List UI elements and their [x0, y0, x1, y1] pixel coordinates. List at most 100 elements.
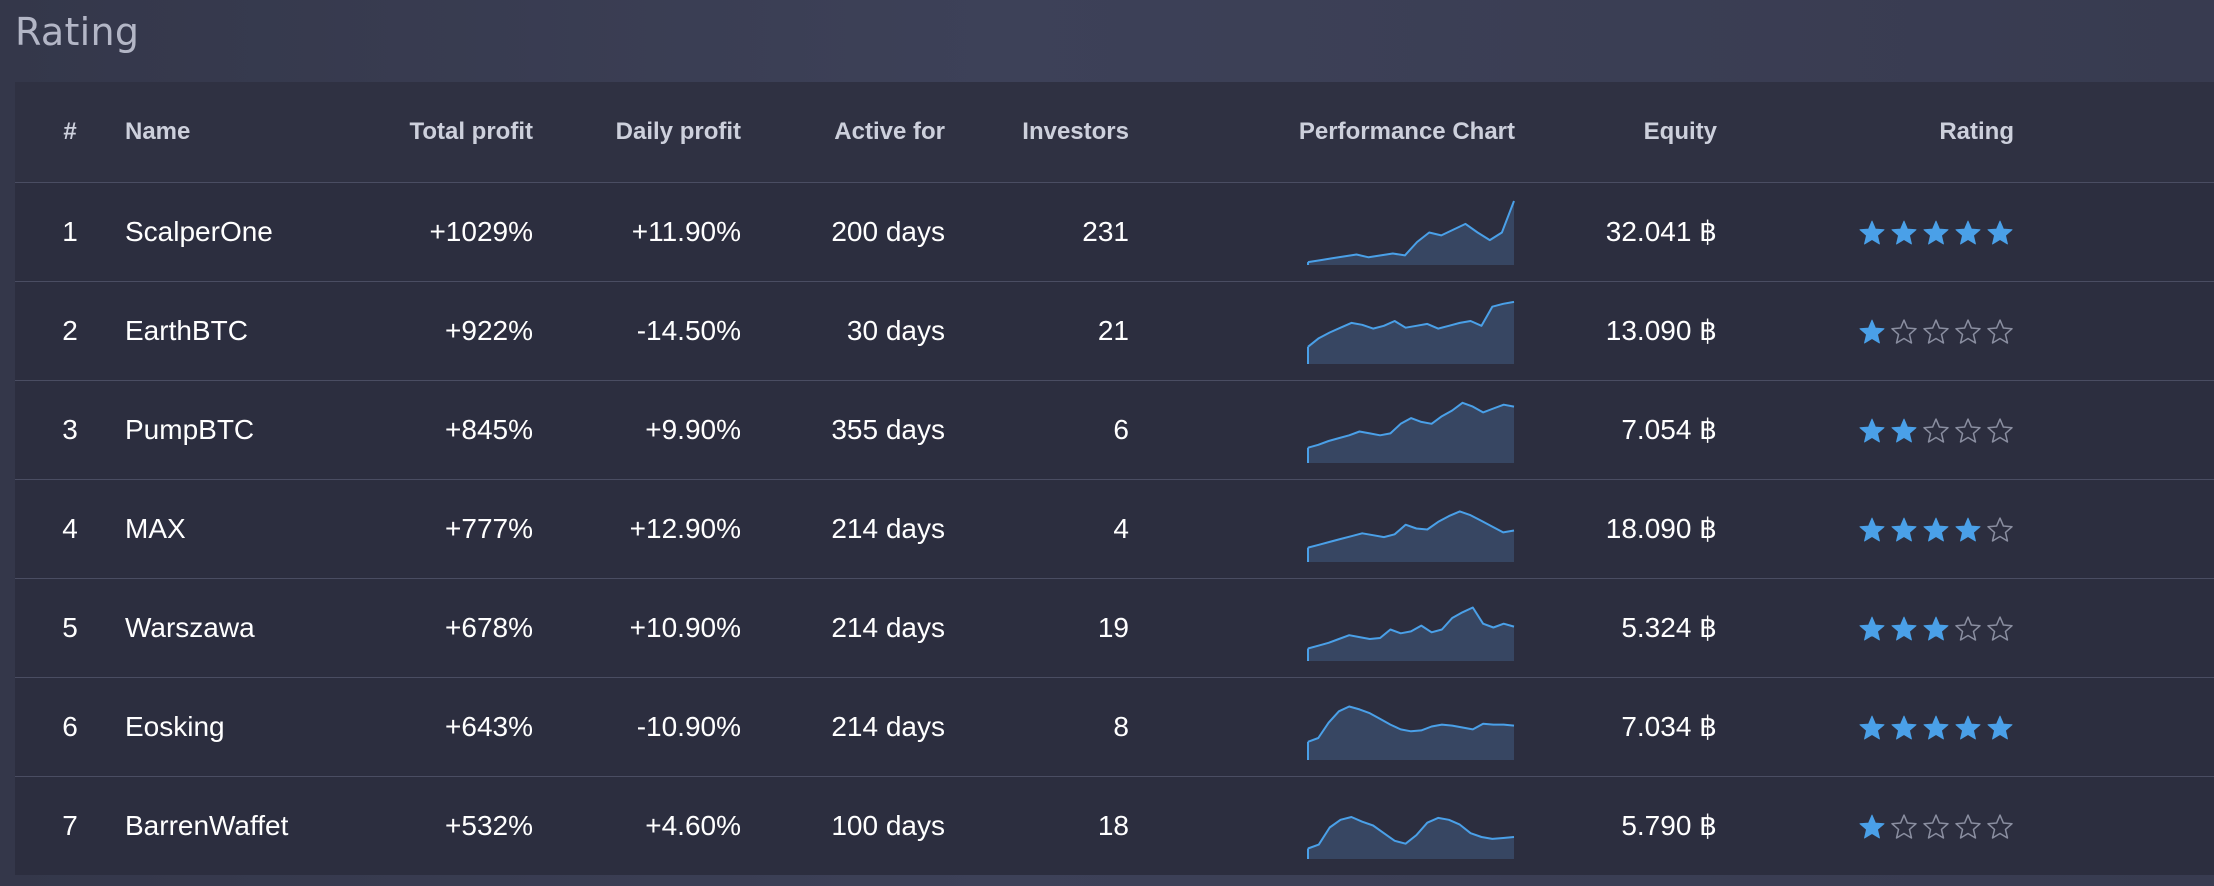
star-empty-icon [1987, 319, 2013, 344]
equity-value: 7.054 ฿ [1621, 414, 1717, 445]
star-filled-icon [1955, 715, 1981, 740]
star-filled-icon [1859, 319, 1885, 344]
star-filled-icon [1923, 517, 1949, 542]
star-filled-icon [1891, 418, 1917, 443]
equity-value: 13.090 ฿ [1605, 315, 1717, 346]
daily-profit: +10.90% [629, 611, 741, 643]
daily-profit: -14.50% [636, 314, 741, 346]
sparkline-line [1307, 300, 1515, 348]
total-profit: +845% [445, 413, 533, 445]
rank-cell: 6 [62, 710, 78, 742]
sparkline-svg [1307, 509, 1515, 562]
investors-count: 6 [1113, 413, 1129, 445]
star-filled-icon [1859, 418, 1885, 443]
star-empty-icon [1987, 616, 2013, 641]
trader-name[interactable]: BarrenWaffet [125, 809, 289, 841]
star-rating [1858, 318, 2014, 346]
star-filled-icon [1923, 715, 1949, 740]
star-rating [1858, 417, 2014, 445]
sparkline-area [1308, 706, 1514, 760]
performance-sparkline [1307, 793, 1515, 859]
rank-cell: 1 [62, 215, 78, 247]
sparkline-svg [1307, 815, 1515, 859]
active-for: 355 days [831, 413, 945, 445]
sparkline-svg [1307, 606, 1515, 661]
investors-count: 18 [1097, 809, 1129, 841]
investors-count: 4 [1113, 512, 1129, 544]
trader-name[interactable]: PumpBTC [125, 413, 255, 445]
rating-cell [1717, 578, 2014, 677]
table-row[interactable]: 7 BarrenWaffet +532% +4.60% 100 days 18 5.790 … [15, 776, 2214, 875]
column-header-total-profit[interactable]: Total profit [409, 117, 533, 145]
trader-name[interactable]: MAX [125, 512, 186, 544]
row-spacer [2014, 677, 2214, 776]
table-row[interactable]: 3 PumpBTC +845% +9.90% 355 days 6 7.054 ฿ [15, 380, 2214, 479]
performance-sparkline [1307, 199, 1515, 265]
star-empty-icon [1987, 517, 2013, 542]
star-empty-icon [1891, 814, 1917, 840]
sparkline-line [1307, 606, 1515, 649]
trader-name[interactable]: EarthBTC [125, 314, 248, 346]
star-empty-icon [1891, 319, 1917, 344]
row-spacer [2014, 776, 2214, 875]
star-filled-icon [1859, 220, 1885, 245]
column-header-rank[interactable]: # [63, 117, 77, 145]
equity-value: 5.324 ฿ [1621, 612, 1717, 643]
sparkline-line [1307, 815, 1515, 850]
star-empty-icon [1923, 319, 1949, 344]
column-header-performance-chart: Performance Chart [1298, 117, 1515, 145]
rating-cell [1717, 776, 2014, 875]
performance-chart-cell [1129, 380, 1515, 479]
equity-value: 18.090 ฿ [1605, 513, 1717, 544]
performance-chart-cell [1129, 677, 1515, 776]
total-profit: +532% [445, 809, 533, 841]
active-for: 30 days [846, 314, 945, 346]
total-profit: +1029% [429, 215, 533, 247]
sparkline-area [1308, 510, 1514, 562]
sparkline-area [1308, 607, 1514, 661]
investors-count: 21 [1097, 314, 1129, 346]
active-for: 200 days [831, 215, 945, 247]
star-empty-icon [1955, 319, 1981, 344]
rating-cell [1717, 479, 2014, 578]
star-empty-icon [1987, 814, 2013, 840]
performance-chart-cell [1129, 578, 1515, 677]
trader-name[interactable]: Warszawa [125, 611, 255, 643]
star-empty-icon [1955, 814, 1981, 840]
rank-cell: 4 [62, 512, 78, 544]
column-header-investors[interactable]: Investors [1022, 117, 1129, 145]
equity-value: 32.041 ฿ [1605, 216, 1717, 247]
sparkline-area [1308, 402, 1514, 463]
sparkline-line [1307, 401, 1515, 449]
star-filled-icon [1891, 616, 1917, 641]
star-filled-icon [1955, 220, 1981, 245]
performance-sparkline [1307, 595, 1515, 661]
column-header-equity[interactable]: Equity [1643, 117, 1717, 145]
star-filled-icon [1859, 814, 1885, 839]
sparkline-svg [1307, 705, 1515, 760]
table-row[interactable]: 1 ScalperOne +1029% +11.90% 200 days 231 32.04… [15, 182, 2214, 281]
table-row[interactable]: 2 EarthBTC +922% -14.50% 30 days 21 13.090 ฿ [15, 281, 2214, 380]
star-rating [1858, 714, 2014, 742]
star-filled-icon [1891, 220, 1917, 245]
performance-sparkline [1307, 298, 1515, 364]
table-row[interactable]: 4 MAX +777% +12.90% 214 days 4 18.090 ฿ [15, 479, 2214, 578]
daily-profit: +4.60% [645, 809, 741, 841]
star-rating [1858, 219, 2014, 247]
table-row[interactable]: 5 Warszawa +678% +10.90% 214 days 19 5.324 ฿ [15, 578, 2214, 677]
performance-chart-cell [1129, 776, 1515, 875]
column-header-rating[interactable]: Rating [1939, 117, 2014, 145]
equity-value: 5.790 ฿ [1621, 810, 1717, 842]
column-header-name[interactable]: Name [125, 117, 191, 145]
star-empty-icon [1923, 814, 1949, 840]
active-for: 100 days [831, 809, 945, 841]
column-header-daily-profit[interactable]: Daily profit [615, 117, 741, 145]
table-row[interactable]: 6 Eosking +643% -10.90% 214 days 8 7.034 ฿ [15, 677, 2214, 776]
active-for: 214 days [831, 710, 945, 742]
trader-name[interactable]: ScalperOne [125, 215, 273, 247]
row-spacer [2014, 281, 2214, 380]
column-header-active-for[interactable]: Active for [834, 117, 945, 145]
star-filled-icon [1987, 220, 2013, 245]
trader-name[interactable]: Eosking [125, 710, 225, 742]
performance-sparkline [1307, 397, 1515, 463]
